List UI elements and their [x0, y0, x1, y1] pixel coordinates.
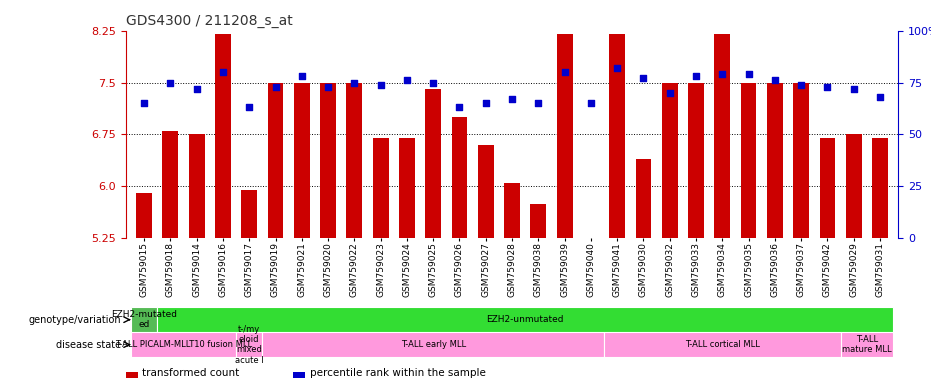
Text: transformed count: transformed count: [142, 368, 239, 378]
Point: [137, 100, 152, 106]
Point: [872, 94, 887, 100]
Bar: [346, 83, 362, 238]
Text: T-ALL early MLL: T-ALL early MLL: [400, 340, 466, 349]
Bar: [714, 34, 730, 238]
Text: percentile rank within the sample: percentile rank within the sample: [310, 368, 486, 378]
Bar: [478, 145, 493, 238]
Bar: [557, 34, 573, 238]
Bar: [609, 34, 625, 238]
Point: [320, 84, 335, 90]
Point: [479, 100, 493, 106]
Bar: [793, 83, 809, 238]
Bar: [636, 159, 652, 238]
Bar: [819, 138, 835, 238]
Point: [505, 96, 519, 102]
Text: T-ALL
mature MLL: T-ALL mature MLL: [842, 335, 892, 354]
Bar: [846, 134, 861, 238]
Bar: [741, 83, 757, 238]
Bar: [662, 83, 678, 238]
Point: [242, 104, 257, 111]
Text: EZH2-mutated
ed: EZH2-mutated ed: [111, 310, 177, 329]
Text: T-ALL cortical MLL: T-ALL cortical MLL: [685, 340, 760, 349]
Point: [215, 69, 230, 75]
Point: [452, 104, 467, 111]
Text: GDS4300 / 211208_s_at: GDS4300 / 211208_s_at: [126, 14, 292, 28]
Bar: [320, 83, 336, 238]
Bar: [505, 183, 519, 238]
Bar: [131, 307, 157, 332]
Text: genotype/variation: genotype/variation: [29, 314, 121, 325]
Point: [557, 69, 572, 75]
Point: [767, 78, 782, 84]
Bar: [531, 204, 546, 238]
Bar: [136, 193, 152, 238]
Text: disease state: disease state: [56, 339, 121, 350]
Bar: [163, 131, 178, 238]
Bar: [267, 83, 283, 238]
Bar: [399, 138, 415, 238]
Point: [820, 84, 835, 90]
Point: [741, 71, 756, 77]
Bar: [841, 332, 893, 357]
Bar: [131, 332, 236, 357]
Point: [399, 78, 414, 84]
Bar: [425, 89, 441, 238]
Bar: [215, 34, 231, 238]
Bar: [604, 332, 841, 357]
Point: [636, 75, 651, 81]
Bar: [189, 134, 205, 238]
Bar: [688, 83, 704, 238]
Point: [662, 90, 677, 96]
Point: [584, 100, 599, 106]
Text: t-/my
eloid
mixed
acute l: t-/my eloid mixed acute l: [235, 324, 263, 365]
Point: [715, 71, 730, 77]
Bar: [294, 83, 310, 238]
Bar: [767, 83, 783, 238]
Bar: [236, 332, 263, 357]
Bar: [241, 190, 257, 238]
Point: [189, 86, 204, 92]
Point: [689, 73, 704, 79]
Bar: [263, 332, 604, 357]
Point: [347, 79, 362, 86]
Text: EZH2-unmutated: EZH2-unmutated: [486, 315, 564, 324]
Point: [610, 65, 625, 71]
Bar: [372, 138, 388, 238]
Point: [163, 79, 178, 86]
Point: [846, 86, 861, 92]
Text: T-ALL PICALM-MLLT10 fusion MLL: T-ALL PICALM-MLLT10 fusion MLL: [115, 340, 252, 349]
Point: [268, 84, 283, 90]
Point: [425, 79, 440, 86]
Point: [531, 100, 546, 106]
Point: [794, 81, 809, 88]
Bar: [872, 138, 888, 238]
Point: [294, 73, 309, 79]
Bar: [452, 117, 467, 238]
Point: [373, 81, 388, 88]
